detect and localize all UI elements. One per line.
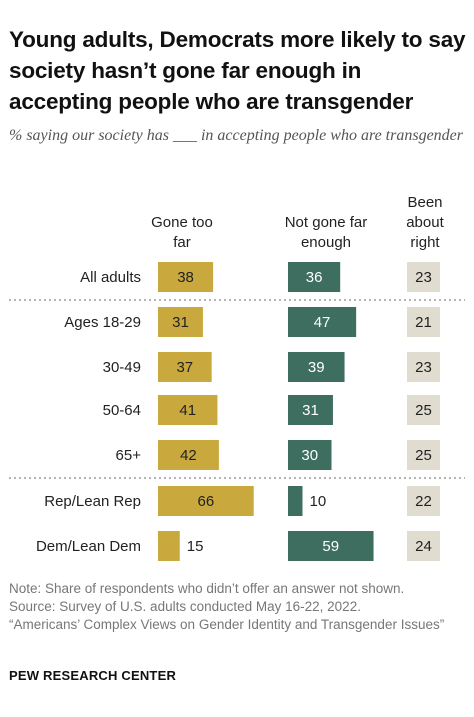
row-label-all-adults: All adults	[80, 269, 141, 286]
chart-title: Young adults, Democrats more likely to s…	[9, 27, 466, 114]
bar-gone-too-far-50-64	[158, 395, 218, 425]
value-label-not-far-enough-50-64: 31	[302, 402, 319, 419]
bar-gone-too-far-30-49	[158, 352, 212, 382]
value-label-about-right-all-adults: 23	[415, 269, 432, 286]
value-label-not-far-enough-rep-lean-rep: 10	[310, 493, 327, 510]
row-label-50-64: 50-64	[103, 402, 141, 419]
value-label-gone-too-far-ages-18-29: 31	[172, 314, 189, 331]
bar-about-right-dem-lean-dem	[407, 531, 440, 561]
value-label-gone-too-far-65: 42	[180, 447, 197, 464]
bar-not-far-enough-65	[288, 440, 332, 470]
value-label-not-far-enough-dem-lean-dem: 59	[322, 538, 339, 555]
bar-gone-too-far-65	[158, 440, 219, 470]
value-label-about-right-50-64: 25	[415, 402, 432, 419]
column-header-not-far-enough: Not gone far enough	[284, 214, 368, 251]
value-label-not-far-enough-all-adults: 36	[306, 269, 323, 286]
value-label-about-right-ages-18-29: 21	[415, 314, 432, 331]
value-label-gone-too-far-dem-lean-dem: 15	[187, 538, 204, 555]
bar-gone-too-far-ages-18-29	[158, 307, 203, 337]
value-label-not-far-enough-ages-18-29: 47	[314, 314, 331, 331]
value-label-gone-too-far-rep-lean-rep: 66	[198, 493, 215, 510]
report-title: “Americans’ Complex Views on Gender Iden…	[9, 617, 445, 632]
row-label-dem-lean-dem: Dem/Lean Dem	[36, 538, 141, 555]
bar-gone-too-far-all-adults	[158, 262, 214, 292]
value-label-gone-too-far-30-49: 37	[176, 359, 193, 376]
bar-not-far-enough-rep-lean-rep	[288, 486, 303, 516]
bar-not-far-enough-30-49	[288, 352, 345, 382]
bar-chart: All adults 38 36 23 Ages 18-29 31 47 21 30-49 37 3…	[9, 262, 465, 561]
column-header-about-right: Been about right	[406, 194, 444, 251]
row-label-rep-lean-rep: Rep/Lean Rep	[44, 493, 141, 510]
bar-about-right-30-49	[407, 352, 440, 382]
column-header-gone-too-far: Gone too far	[151, 214, 213, 251]
bar-about-right-65	[407, 440, 440, 470]
notes-block: Note: Share of respondents who didn’t of…	[9, 580, 469, 634]
bar-about-right-ages-18-29	[407, 307, 440, 337]
bar-not-far-enough-50-64	[288, 395, 333, 425]
bar-about-right-rep-lean-rep	[407, 486, 440, 516]
row-label-ages-18-29: Ages 18-29	[64, 314, 141, 331]
value-label-about-right-30-49: 23	[415, 359, 432, 376]
bar-gone-too-far-dem-lean-dem	[158, 531, 180, 561]
bar-not-far-enough-ages-18-29	[288, 307, 357, 337]
note-text: Note: Share of respondents who didn’t of…	[9, 581, 405, 596]
value-label-about-right-dem-lean-dem: 24	[415, 538, 432, 555]
value-label-not-far-enough-30-49: 39	[308, 359, 325, 376]
source-text: Source: Survey of U.S. adults conducted …	[9, 599, 361, 614]
value-label-gone-too-far-50-64: 41	[179, 402, 196, 419]
row-label-30-49: 30-49	[103, 359, 141, 376]
chart-subtitle: % saying our society has ___ in acceptin…	[9, 127, 463, 144]
bar-not-far-enough-dem-lean-dem	[288, 531, 374, 561]
bar-gone-too-far-rep-lean-rep	[158, 486, 254, 516]
value-label-about-right-65: 25	[415, 447, 432, 464]
value-label-about-right-rep-lean-rep: 22	[415, 493, 432, 510]
value-label-gone-too-far-all-adults: 38	[177, 269, 194, 286]
row-label-65: 65+	[116, 447, 142, 464]
bar-not-far-enough-all-adults	[288, 262, 341, 292]
bar-about-right-all-adults	[407, 262, 440, 292]
bar-about-right-50-64	[407, 395, 440, 425]
brand-logo-text: PEW RESEARCH CENTER	[9, 668, 177, 683]
value-label-not-far-enough-65: 30	[301, 447, 318, 464]
